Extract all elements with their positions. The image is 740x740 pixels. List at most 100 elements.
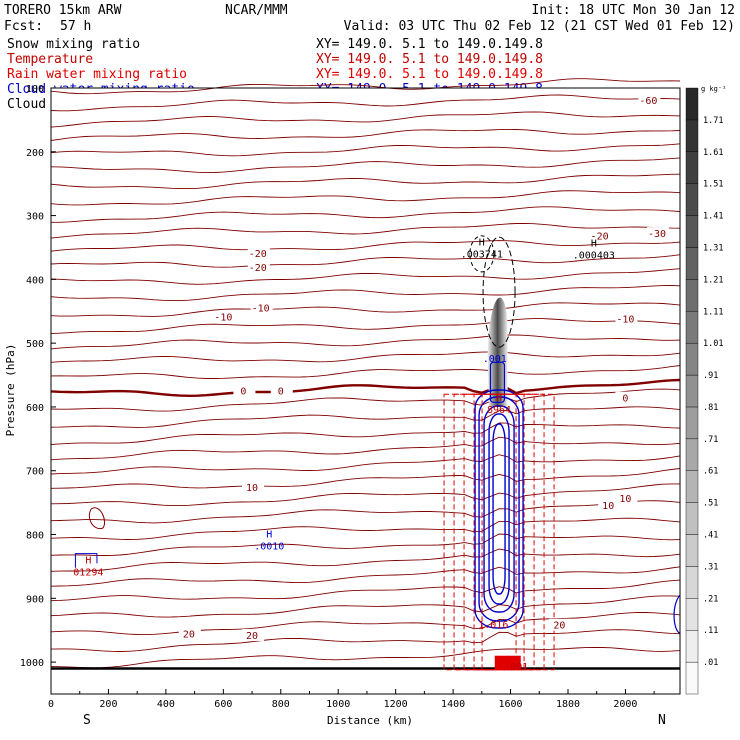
y-tick-label: 700 xyxy=(26,467,44,478)
isotherm-label: -20 xyxy=(591,232,609,243)
isotherm-line xyxy=(50,285,681,302)
colorbar-segment xyxy=(685,183,699,216)
colorbar-segment xyxy=(685,470,699,503)
isotherm-label: 10 xyxy=(602,501,614,512)
colorbar-level-label: .31 xyxy=(703,562,718,572)
legend-field-xy: XY= 149.0. 5.1 to 149.0.149.8 xyxy=(316,37,543,52)
colorbar-level-label: 1.21 xyxy=(703,275,723,285)
south-label: S xyxy=(83,713,91,728)
legend-field-name: Rain water mixing ratio xyxy=(7,67,187,82)
x-axis-label: Distance (km) xyxy=(327,714,413,727)
isotherm-line xyxy=(50,143,681,157)
rain-water-core xyxy=(494,655,521,670)
extremum-value: 8964 xyxy=(487,405,511,416)
isotherm-label: 20 xyxy=(553,621,565,632)
colorbar-level-label: .61 xyxy=(703,467,718,477)
colorbar-segment xyxy=(685,598,699,631)
colorbar-segment xyxy=(685,215,699,248)
extremum-marker: H xyxy=(496,393,502,404)
legend-field-xy: XY= 149.0. 5.1 to 149.0.149.8 xyxy=(316,52,543,67)
isotherm-line xyxy=(50,302,681,317)
label-mask xyxy=(270,384,293,397)
model-title: TORERO 15km ARW xyxy=(4,3,122,18)
extremum-marker: H xyxy=(479,237,485,248)
isotherm-label: -20 xyxy=(249,249,267,260)
y-tick-label: 500 xyxy=(26,339,44,350)
isotherm-label: 20 xyxy=(183,630,195,641)
legend-field-name: Temperature xyxy=(7,52,93,67)
extremum-value: 1.016 xyxy=(478,620,508,631)
y-axis-label: Pressure (hPa) xyxy=(4,344,17,437)
colorbar-units: g kg⁻¹ xyxy=(701,85,726,93)
isotherm-zero-line xyxy=(50,378,681,398)
temperature-isotherms xyxy=(50,78,681,670)
cloud-water-contour xyxy=(474,389,524,629)
colorbar-level-label: 1.31 xyxy=(703,243,723,253)
isotherm-line xyxy=(50,422,681,445)
x-tick-label: 800 xyxy=(272,699,290,710)
label-mask xyxy=(242,628,265,641)
header: TORERO 15km ARW NCAR/MMM Init: 18 UTC Mo… xyxy=(4,3,735,34)
isotherm-line xyxy=(88,507,106,530)
colorbar-segment xyxy=(685,311,699,344)
label-mask xyxy=(247,246,270,259)
legend-field-xy: XY= 149.0. 5.1 to 149.0.149.8 xyxy=(316,67,543,82)
colorbar-level-label: .71 xyxy=(703,435,718,445)
plot-area xyxy=(51,88,680,694)
cloud-water-contour xyxy=(673,594,681,634)
colorbar-segment xyxy=(685,279,699,312)
isotherm-line xyxy=(50,436,681,461)
label-mask xyxy=(178,627,201,640)
colorbar-segment xyxy=(685,502,699,535)
org-title: NCAR/MMM xyxy=(225,3,288,18)
isotherm-line xyxy=(50,240,681,252)
isotherm-label: -20 xyxy=(249,263,267,274)
colorbar-segment xyxy=(685,374,699,408)
colorbar-level-label: .91 xyxy=(703,371,718,381)
isotherm-label: 10 xyxy=(246,483,258,494)
isotherm-line xyxy=(50,646,681,669)
isotherm-line xyxy=(50,128,681,141)
snow-shaded-column xyxy=(487,297,508,407)
isotherm-line xyxy=(50,468,681,489)
legend-field-name: Snow mixing ratio xyxy=(7,37,140,52)
y-tick-label: 900 xyxy=(26,594,44,605)
extremum-value: .001 xyxy=(504,662,528,673)
north-label: N xyxy=(658,713,666,728)
colorbar-segment xyxy=(685,119,699,152)
isotherm-line xyxy=(50,388,681,412)
cloud-ice-contour xyxy=(469,235,495,273)
x-tick-label: 1800 xyxy=(556,699,580,710)
isotherm-line xyxy=(50,334,681,350)
isotherm-label: -30 xyxy=(648,229,666,240)
cloud-water-contour xyxy=(489,361,506,403)
label-mask xyxy=(250,301,273,314)
x-tick-label: 400 xyxy=(157,699,175,710)
label-mask xyxy=(598,498,621,511)
colorbar-level-label: .11 xyxy=(703,626,718,636)
isotherm-line xyxy=(50,111,681,128)
label-mask xyxy=(549,618,572,631)
snow-shading xyxy=(487,297,508,407)
isotherm-line xyxy=(50,94,681,112)
label-mask xyxy=(615,491,638,504)
extremum-marker: H xyxy=(85,556,91,567)
isotherm-line xyxy=(50,566,681,587)
colorbar-segment xyxy=(685,151,699,184)
colorbar-level-label: 1.61 xyxy=(703,148,723,158)
x-tick-label: 0 xyxy=(48,699,54,710)
colorbar-segment xyxy=(685,630,699,663)
colorbar-level-label: .81 xyxy=(703,403,718,413)
label-mask xyxy=(615,391,638,404)
cloud-water-contour xyxy=(74,553,98,568)
cloud-water-contour xyxy=(488,413,510,605)
colorbar-level-label: .21 xyxy=(703,594,718,604)
isotherm-label: -10 xyxy=(214,313,232,324)
isotherm-line xyxy=(50,190,681,206)
isotherm-line xyxy=(50,254,681,268)
isotherm-line xyxy=(50,406,681,428)
isotherm-line xyxy=(50,157,681,174)
isotherm-line xyxy=(50,268,681,285)
isotherm-line xyxy=(50,579,681,602)
